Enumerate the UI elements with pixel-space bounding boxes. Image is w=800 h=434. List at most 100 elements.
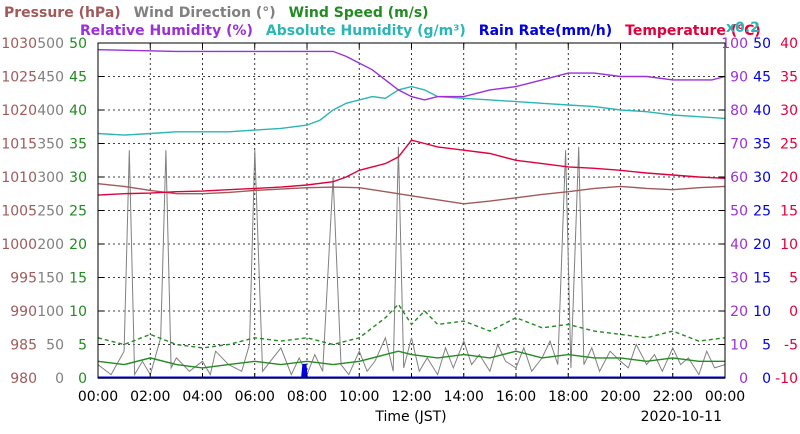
pressure-tick: 1005 bbox=[1, 204, 37, 220]
humidity-tick: 90 bbox=[730, 70, 748, 86]
wind-speed-tick: 15 bbox=[69, 271, 87, 287]
humidity-tick: 100 bbox=[721, 36, 748, 52]
x-axis-label: Time (JST) bbox=[374, 409, 446, 425]
temperature-tick: 10 bbox=[780, 237, 798, 253]
x-tick-label: 20:00 bbox=[600, 389, 640, 405]
pressure-tick: 980 bbox=[10, 371, 37, 387]
pressure-tick: 1025 bbox=[1, 70, 37, 86]
temperature-ticks: -10 -5 0 5 10 15 20 25 30 35 40 bbox=[775, 36, 798, 387]
x-tick-label: 04:00 bbox=[182, 389, 222, 405]
wind-direction-tick: 100 bbox=[37, 304, 64, 320]
pressure-tick: 1000 bbox=[1, 237, 37, 253]
series-absolute-humidity-g-m bbox=[97, 85, 726, 136]
wind-speed-tick: 50 bbox=[69, 36, 87, 52]
temperature-tick: 15 bbox=[780, 204, 798, 220]
rain-rate-tick: 45 bbox=[753, 70, 771, 86]
humidity-tick: 70 bbox=[730, 137, 748, 153]
pressure-ticks: 980 985 990 995 1000 1005 1010 1015 1020 1025 1030 bbox=[1, 36, 37, 387]
wind-direction-tick: 200 bbox=[37, 237, 64, 253]
wind-speed-ticks: 0 5 10 15 20 25 30 35 40 45 50 bbox=[69, 36, 87, 387]
rain-rate-ticks: 0 5 10 15 20 25 30 35 40 45 50 bbox=[753, 36, 771, 387]
rain-rate-tick: 40 bbox=[753, 103, 771, 119]
x-tick-label: 12:00 bbox=[391, 389, 431, 405]
legend-row-2: Relative Humidity (%) Absolute Humidity (… bbox=[80, 20, 761, 39]
wind-direction-tick: 500 bbox=[37, 36, 64, 52]
series-wind-speed-gust-m-s bbox=[97, 303, 726, 349]
pressure-tick: 1010 bbox=[1, 170, 37, 186]
temperature-tick: -5 bbox=[784, 338, 798, 354]
wind-speed-tick: 45 bbox=[69, 70, 87, 86]
wind-speed-tick: 40 bbox=[69, 103, 87, 119]
wind-direction-tick: 350 bbox=[37, 137, 64, 153]
wind-speed-tick: 5 bbox=[78, 338, 87, 354]
humidity-tick: 10 bbox=[730, 338, 748, 354]
wind-direction-tick: 450 bbox=[37, 70, 64, 86]
wind-direction-tick: 300 bbox=[37, 170, 64, 186]
pressure-tick: 985 bbox=[10, 338, 37, 354]
x-tick-label: 22:00 bbox=[653, 389, 693, 405]
rain-rate-tick: 15 bbox=[753, 271, 771, 287]
date-label: 2020-10-11 bbox=[641, 409, 722, 425]
series-wind-speed-m-s bbox=[97, 350, 725, 369]
humidity-tick: 50 bbox=[730, 204, 748, 220]
x-tick-label: 00:00 bbox=[78, 389, 118, 405]
legend-wind-speed-m-s: Wind Speed (m/s) bbox=[289, 5, 429, 21]
pressure-tick: 1015 bbox=[1, 137, 37, 153]
humidity-tick: 40 bbox=[730, 237, 748, 253]
legend-row-1: Pressure (hPa) Wind Direction (°) Wind Spe… bbox=[4, 5, 429, 21]
wind-speed-tick: 0 bbox=[78, 371, 87, 387]
legend-relative-humidity: Relative Humidity (%) bbox=[80, 23, 253, 39]
series-wind-direction bbox=[97, 146, 726, 377]
legend-temperature-c: Temperature (°C) bbox=[625, 23, 761, 39]
temperature-tick: 35 bbox=[780, 70, 798, 86]
wind-speed-tick: 20 bbox=[69, 237, 87, 253]
series-pressure-hpa bbox=[97, 183, 726, 205]
series-temperature-c bbox=[97, 139, 726, 196]
wind-direction-tick: 50 bbox=[46, 338, 64, 354]
legend-rain-rate-mm-h: Rain Rate(mm/h) bbox=[479, 23, 612, 39]
legend-wind-direction: Wind Direction (°) bbox=[134, 5, 276, 21]
temperature-tick: -10 bbox=[775, 371, 798, 387]
temperature-tick: 25 bbox=[780, 137, 798, 153]
wind-speed-tick: 10 bbox=[69, 304, 87, 320]
temperature-tick: 40 bbox=[780, 36, 798, 52]
rain-rate-tick: 0 bbox=[762, 371, 771, 387]
humidity-tick: 80 bbox=[730, 103, 748, 119]
temperature-tick: 5 bbox=[789, 271, 798, 287]
humidity-tick: 20 bbox=[730, 304, 748, 320]
pressure-tick: 995 bbox=[10, 271, 37, 287]
rain-rate-tick: 50 bbox=[753, 36, 771, 52]
pressure-tick: 1030 bbox=[1, 36, 37, 52]
axis-ticks: 9809859909951000100510101015102010251030… bbox=[1, 36, 798, 387]
rain-rate-tick: 25 bbox=[753, 204, 771, 220]
grid bbox=[98, 43, 725, 378]
series-relative-humidity bbox=[97, 49, 726, 101]
wind-speed-tick: 30 bbox=[69, 170, 87, 186]
humidity-ticks: 0 10 20 30 40 50 60 70 80 90 100 bbox=[721, 36, 748, 387]
temperature-tick: 20 bbox=[780, 170, 798, 186]
x-tick-label: 08:00 bbox=[287, 389, 327, 405]
x-tick-label: 00:00 bbox=[705, 389, 745, 405]
x-tick-label: 10:00 bbox=[339, 389, 379, 405]
temperature-tick: 30 bbox=[780, 103, 798, 119]
humidity-tick: 60 bbox=[730, 170, 748, 186]
wind-direction-tick: 250 bbox=[37, 204, 64, 220]
x-tick-label: 18:00 bbox=[548, 389, 588, 405]
wind-speed-tick: 35 bbox=[69, 137, 87, 153]
x-tick-label: 16:00 bbox=[496, 389, 536, 405]
series-layer bbox=[97, 49, 726, 379]
rain-rate-tick: 20 bbox=[753, 237, 771, 253]
wind-direction-tick: 0 bbox=[55, 371, 64, 387]
rain-rate-tick: 30 bbox=[753, 170, 771, 186]
wind-direction-tick: 400 bbox=[37, 103, 64, 119]
humidity-tick: 0 bbox=[739, 371, 748, 387]
x-tick-label: 06:00 bbox=[235, 389, 275, 405]
x-tick-label: 14:00 bbox=[444, 389, 484, 405]
rain-rate-tick: 10 bbox=[753, 304, 771, 320]
temperature-tick: 0 bbox=[789, 304, 798, 320]
humidity-tick: 30 bbox=[730, 271, 748, 287]
rain-rate-tick: 5 bbox=[762, 338, 771, 354]
legend-pressure-hpa: Pressure (hPa) bbox=[4, 5, 121, 21]
pressure-tick: 990 bbox=[10, 304, 37, 320]
